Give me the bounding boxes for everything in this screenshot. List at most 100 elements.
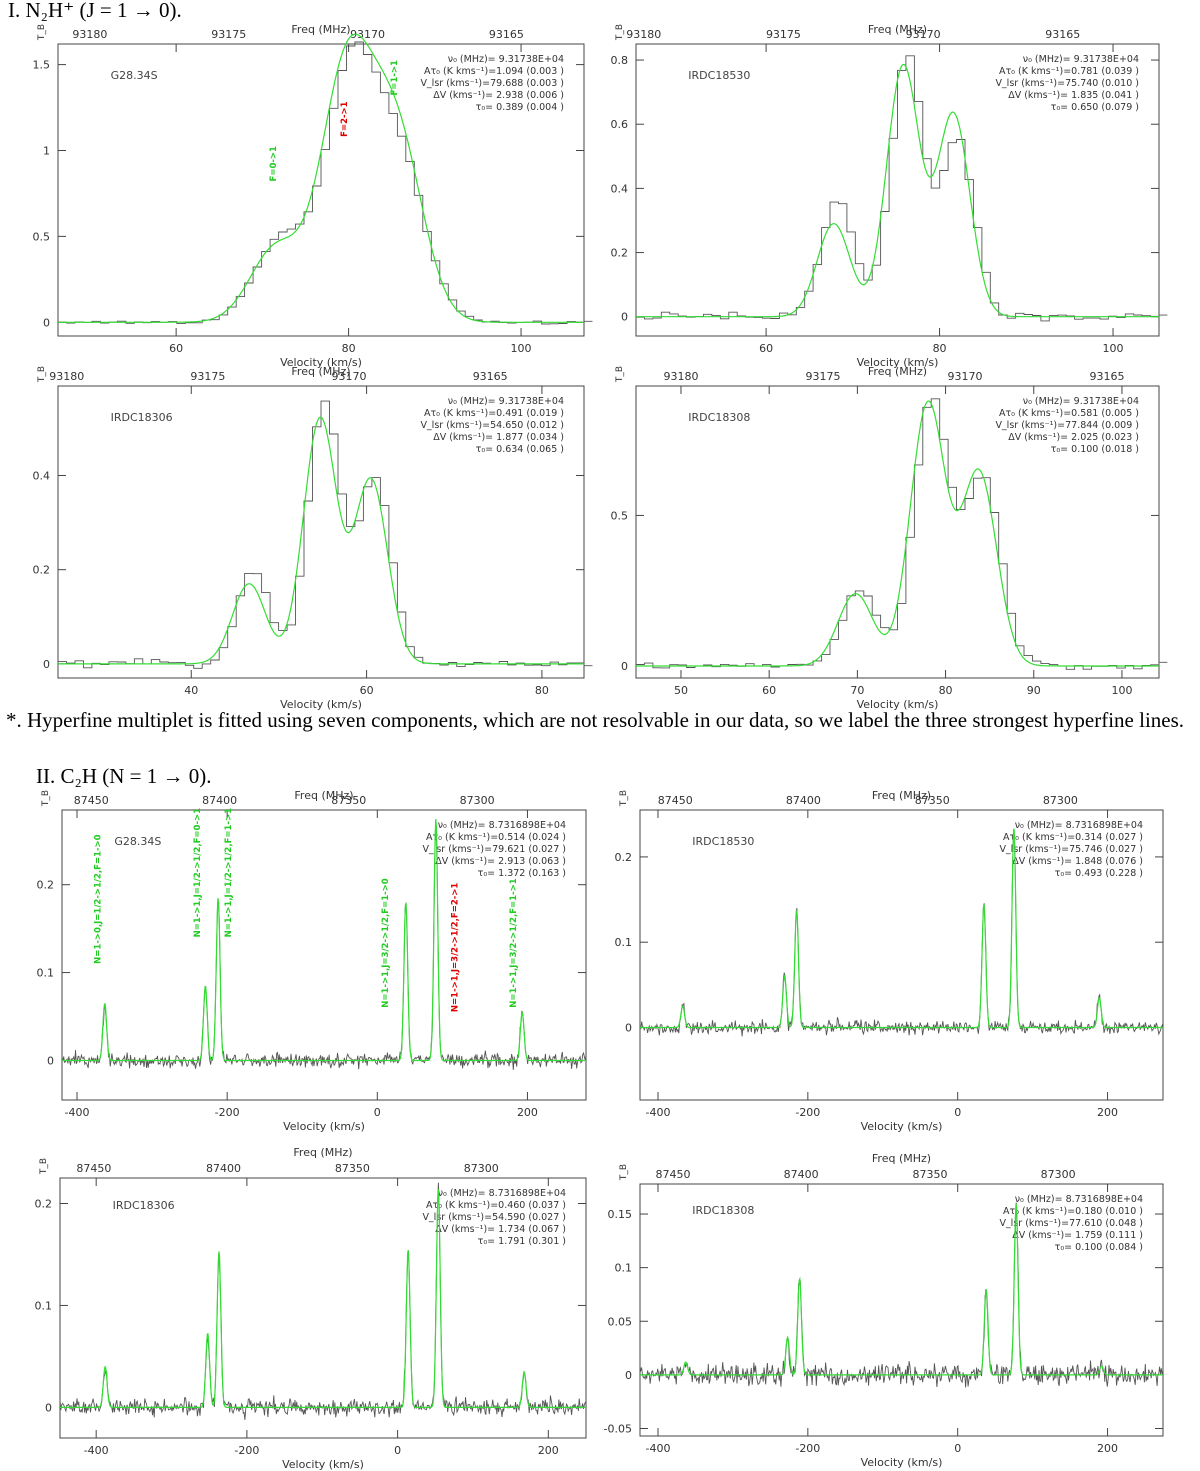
p1-ytick-label: 0.6 xyxy=(611,118,629,131)
p3-xtick-label: 100 xyxy=(1111,684,1132,697)
p5-xtick-label: 200 xyxy=(1097,1106,1118,1119)
p3-ylabel: T_B xyxy=(615,366,625,383)
p2-ylabel: T_B xyxy=(37,366,47,383)
p7-xtick-label: -400 xyxy=(645,1442,670,1455)
p5-top-axis-label: Freq (MHz) xyxy=(872,790,931,802)
p6-ytick-label: 0 xyxy=(45,1401,52,1414)
p5-xlabel: Velocity (km/s) xyxy=(861,1120,943,1133)
p4-line-label-5: N=1->1,J=3/2->1/2,F=1->1 xyxy=(509,878,519,1007)
p4-line-label-2: N=1->1,J=1/2->1/2,F=1->1 xyxy=(224,808,234,937)
p5-top-tick-label: 87450 xyxy=(658,794,693,807)
p7-fit-param: τ₀= 0.100 (0.084 ) xyxy=(1055,1242,1143,1253)
p3-fit-param: Aτ₀ (K kms⁻¹)=0.581 (0.005 ) xyxy=(999,408,1139,419)
p5-fit-param: Aτ₀ (K kms⁻¹)=0.314 (0.027 ) xyxy=(1003,832,1143,843)
p4-ytick-label: 0.1 xyxy=(37,967,55,980)
p2-source-title: IRDC18306 xyxy=(111,411,173,424)
p3-xtick-label: 70 xyxy=(850,684,864,697)
p6-fit-param: ν₀ (MHz)= 8.7316898E+04 xyxy=(438,1188,566,1199)
section-2-caption: II. C₂H (N = 1 → 0). xyxy=(36,764,212,788)
p0-fit-param: ΔV (kms⁻¹)= 2.938 (0.006 ) xyxy=(433,90,564,101)
p5-ytick-label: 0.1 xyxy=(615,936,633,949)
p6-fit-param: Aτ₀ (K kms⁻¹)=0.460 (0.037 ) xyxy=(426,1200,566,1211)
p3-fit-param: ΔV (kms⁻¹)= 2.025 (0.023 ) xyxy=(1008,432,1139,443)
p1-top-tick-label: 93165 xyxy=(1045,28,1080,41)
p1-top-tick-label: 93180 xyxy=(626,28,661,41)
p3-top-axis-label: Freq (MHz) xyxy=(868,366,927,378)
p4-top-tick-label: 87300 xyxy=(460,794,495,807)
p3-fit-param: τ₀= 0.100 (0.018 ) xyxy=(1051,444,1139,455)
p1-xtick-label: 100 xyxy=(1103,342,1124,355)
p7-ytick-label: -0.05 xyxy=(604,1422,632,1435)
p0-top-tick-label: 93165 xyxy=(489,28,524,41)
p1-xtick-label: 80 xyxy=(933,342,947,355)
p1-xlabel: Velocity (km/s) xyxy=(857,356,939,369)
p5-fit-param: V_lsr (kms⁻¹)=75.746 (0.027 ) xyxy=(999,844,1143,855)
p4-data-spectrum xyxy=(61,821,587,1070)
p0-ytick-label: 1.5 xyxy=(33,59,51,72)
p2-fit-param: V_lsr (kms⁻¹)=54.650 (0.012 ) xyxy=(420,420,564,431)
p6-ytick-label: 0.2 xyxy=(35,1197,53,1210)
p6-source-title: IRDC18306 xyxy=(113,1199,175,1212)
p1-ylabel: T_B xyxy=(615,24,625,41)
p6-xtick-label: -200 xyxy=(234,1444,259,1457)
p6-ylabel: T_B xyxy=(39,1158,49,1175)
p5-xtick-label: 0 xyxy=(954,1106,961,1119)
p0-xtick-label: 80 xyxy=(342,342,356,355)
p2-top-tick-label: 93165 xyxy=(473,370,508,383)
p4-top-tick-label: 87350 xyxy=(331,794,366,807)
p3-frame xyxy=(635,385,1160,679)
p1-fit-curve xyxy=(636,63,1159,318)
p1-top-tick-label: 93170 xyxy=(906,28,941,41)
p0-fit-param: Aτ₀ (K kms⁻¹)=1.094 (0.003 ) xyxy=(424,66,564,77)
p4-xlabel: Velocity (km/s) xyxy=(283,1120,365,1133)
p2-fit-param: τ₀= 0.634 (0.065 ) xyxy=(476,444,564,455)
p4-line-label-4: N=1->1,J=3/2->1/2,F=2->1 xyxy=(451,883,461,1012)
p2-xtick-label: 80 xyxy=(535,684,549,697)
p7-xlabel: Velocity (km/s) xyxy=(861,1456,943,1469)
p2-fit-param: Aτ₀ (K kms⁻¹)=0.491 (0.019 ) xyxy=(424,408,564,419)
p2-xtick-label: 40 xyxy=(184,684,198,697)
p0-line-label-1: F=2->1 xyxy=(340,101,350,136)
p4-top-tick-label: 87450 xyxy=(74,794,109,807)
p5-fit-param: ΔV (kms⁻¹)= 1.848 (0.076 ) xyxy=(1012,856,1143,867)
p2-top-tick-label: 93180 xyxy=(49,370,84,383)
p1-fit-param: τ₀= 0.650 (0.079 ) xyxy=(1051,102,1139,113)
footnote: *. Hyperfine multiplet is fitted using s… xyxy=(6,708,1185,732)
p3-xtick-label: 90 xyxy=(1027,684,1041,697)
p4-xtick-label: 0 xyxy=(374,1106,381,1119)
p4-top-axis-label: Freq (MHz) xyxy=(294,790,353,802)
section-1-caption: I. N₂H⁺ (J = 1 → 0). xyxy=(8,0,182,22)
p3-top-tick-label: 93180 xyxy=(663,370,698,383)
p2-fit-curve xyxy=(58,416,584,665)
p0-line-label-0: F=0->1 xyxy=(269,146,279,181)
p6-top-tick-label: 87450 xyxy=(76,1162,111,1175)
p5-frame xyxy=(639,809,1164,1101)
p7-ytick-label: 0.05 xyxy=(608,1315,633,1328)
p2-xlabel: Velocity (km/s) xyxy=(280,698,362,711)
p2-ytick-label: 0.2 xyxy=(33,564,51,577)
p4-fit-param: V_lsr (kms⁻¹)=79.621 (0.027 ) xyxy=(422,844,566,855)
p7-top-axis-label: Freq (MHz) xyxy=(872,1152,931,1165)
p3-fit-param: ν₀ (MHz)= 9.31738E+04 xyxy=(1023,396,1139,407)
p0-source-title: G28.34S xyxy=(111,69,158,82)
p6-data-spectrum xyxy=(59,1182,587,1420)
chart-n2h-g2834s: 60 80 100 93180 93175 93170 93165 0 0.5 1 1.5 Veloc… xyxy=(33,24,593,369)
p6-xtick-label: -400 xyxy=(84,1444,109,1457)
p7-top-tick-label: 87450 xyxy=(655,1168,690,1181)
p0-xtick-label: 100 xyxy=(511,342,532,355)
p1-top-tick-label: 93175 xyxy=(766,28,801,41)
p1-source-title: IRDC18530 xyxy=(688,69,750,82)
p7-source-title: IRDC18308 xyxy=(692,1204,754,1217)
p6-xtick-label: 0 xyxy=(394,1444,401,1457)
p0-frame xyxy=(57,43,585,337)
p7-top-tick-label: 87350 xyxy=(912,1168,947,1181)
p7-ytick-label: 0 xyxy=(625,1369,632,1382)
p1-ytick-label: 0.2 xyxy=(611,247,629,260)
p4-xtick-label: -400 xyxy=(65,1106,90,1119)
p5-fit-param: τ₀= 0.493 (0.228 ) xyxy=(1055,868,1143,879)
p1-xtick-label: 60 xyxy=(759,342,773,355)
p5-xtick-label: -400 xyxy=(645,1106,670,1119)
p5-ylabel: T_B xyxy=(619,790,629,807)
p2-fit-param: ΔV (kms⁻¹)= 1.877 (0.034 ) xyxy=(433,432,564,443)
p5-fit-param: ν₀ (MHz)= 8.7316898E+04 xyxy=(1015,820,1143,831)
